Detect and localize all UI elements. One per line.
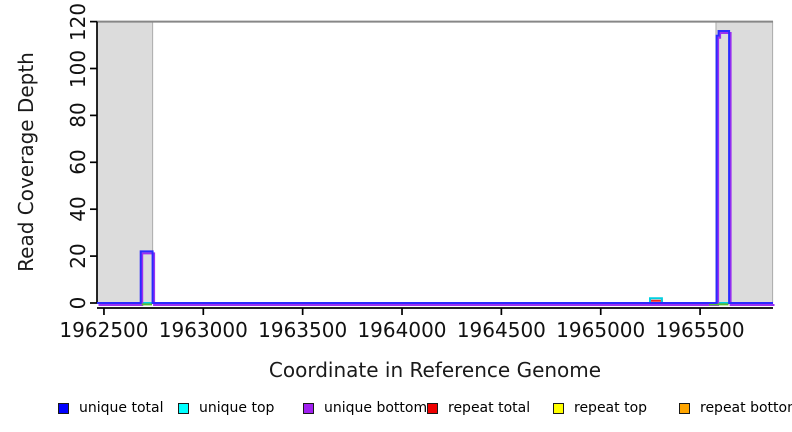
x-tick-label: 1963500 — [258, 318, 348, 342]
legend-item-unique-top: unique top — [178, 398, 274, 418]
y-tick-label: 120 — [66, 2, 90, 41]
x-tick-label: 1964000 — [357, 318, 447, 342]
y-tick-label: 40 — [66, 196, 90, 222]
shaded-region — [96, 21, 154, 304]
legend-swatch-icon — [679, 402, 690, 414]
legend-swatch-icon — [427, 402, 438, 414]
legend-swatch-icon — [553, 402, 564, 414]
legend-label: repeat bottom — [700, 400, 792, 416]
series-unique-bottom — [98, 32, 775, 306]
legend-label: unique top — [199, 400, 275, 416]
x-tick-label: 1965000 — [556, 318, 646, 342]
x-tick-label: 1964500 — [456, 318, 546, 342]
shaded-region — [715, 21, 774, 304]
series-unique-total — [97, 30, 773, 304]
y-axis-title: Read Coverage Depth — [14, 52, 38, 272]
x-tick-label: 1962500 — [59, 318, 149, 342]
y-tick-label: 80 — [66, 102, 90, 129]
legend-swatch-icon — [178, 402, 189, 414]
x-tick-label: 1963000 — [158, 318, 248, 342]
x-tick-label: 1965500 — [655, 318, 745, 342]
legend-item-unique-total: unique total — [58, 398, 163, 418]
legend-label: repeat top — [574, 400, 648, 416]
y-tick-label: 100 — [66, 49, 90, 88]
legend: unique total unique top unique bottom repea… — [0, 398, 792, 424]
legend-item-repeat-bottom: repeat bottom — [679, 398, 792, 418]
legend-label: repeat total — [448, 400, 531, 416]
legend-item-unique-bottom: unique bottom — [303, 398, 427, 418]
y-tick-label: 0 — [66, 296, 90, 310]
legend-label: unique bottom — [324, 400, 428, 416]
y-tick-label: 60 — [66, 149, 90, 176]
legend-label: unique total — [79, 400, 164, 416]
legend-swatch-icon — [58, 402, 69, 414]
legend-item-repeat-total: repeat total — [427, 398, 530, 418]
y-tick-label: 20 — [66, 243, 90, 269]
legend-swatch-icon — [303, 402, 314, 414]
x-axis-title: Coordinate in Reference Genome — [268, 358, 602, 382]
legend-item-repeat-top: repeat top — [553, 398, 647, 418]
